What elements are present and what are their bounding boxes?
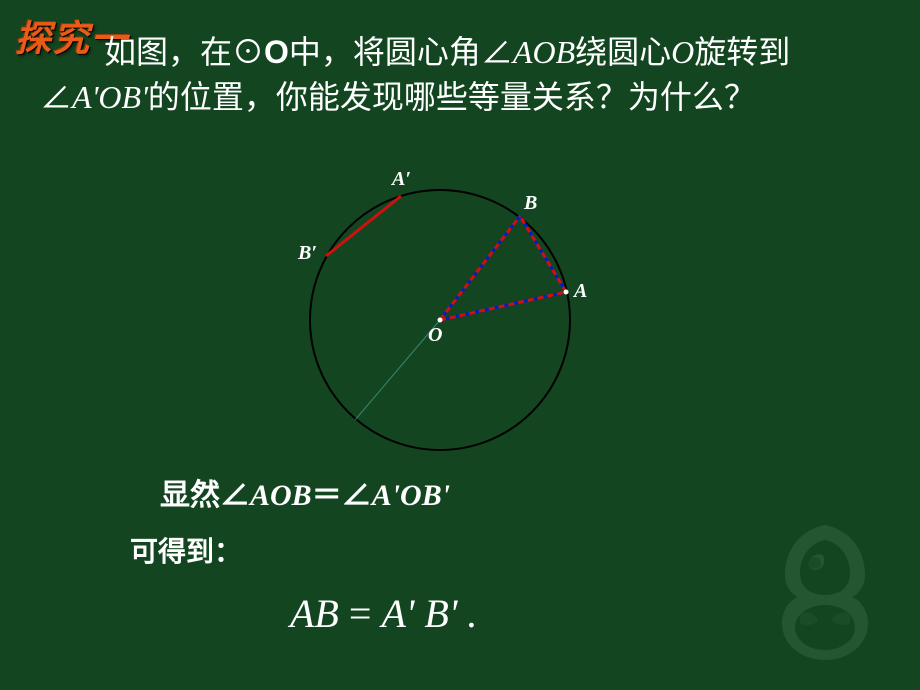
label-a: A [574, 280, 587, 303]
line-apbp-red [326, 196, 401, 256]
label-b: B [524, 192, 537, 215]
eq-equals: = [339, 591, 382, 636]
conc1-angle2: A'OB' [372, 479, 450, 512]
center-point [438, 318, 443, 323]
circle-diagram: O A B A′ B′ [270, 160, 610, 460]
center-o: O [671, 34, 694, 70]
conc1-prefix: 显然∠ [160, 479, 250, 512]
line-ab-red-dash [520, 216, 566, 292]
circle-letter: O [264, 34, 289, 70]
diagram-svg [270, 160, 610, 460]
conc1-equals: ＝∠ [312, 479, 372, 512]
problem-mid: 中，将圆心角∠ [289, 34, 513, 70]
problem-line2: 的位置，你能发现哪些等量关系？为什么？ [148, 79, 756, 115]
label-bprime: B′ [298, 242, 317, 265]
a-point [564, 290, 569, 295]
equation-ab: AB = A' B' . [290, 590, 477, 637]
angle-aobprime: A'OB' [72, 79, 148, 115]
problem-suffix: 绕圆心 [575, 34, 671, 70]
label-o: O [428, 324, 442, 347]
problem-text: 如图，在⊙O中，将圆心角∠AOB绕圆心O旋转到∠A'OB'的位置，你能发现哪些等… [40, 30, 860, 120]
conclusion-derive: 可得到： [130, 530, 242, 570]
eq-lhs: AB [290, 591, 339, 636]
watermark-icon [740, 505, 910, 680]
eq-rhs: A' B' . [381, 591, 477, 636]
conclusion-angle-equality: 显然∠AOB＝∠A'OB' [160, 470, 450, 514]
problem-prefix: 如图，在⊙ [104, 34, 264, 70]
label-aprime: A′ [392, 168, 411, 191]
angle-aob: AOB [513, 34, 575, 70]
conc1-angle1: AOB [250, 479, 312, 512]
